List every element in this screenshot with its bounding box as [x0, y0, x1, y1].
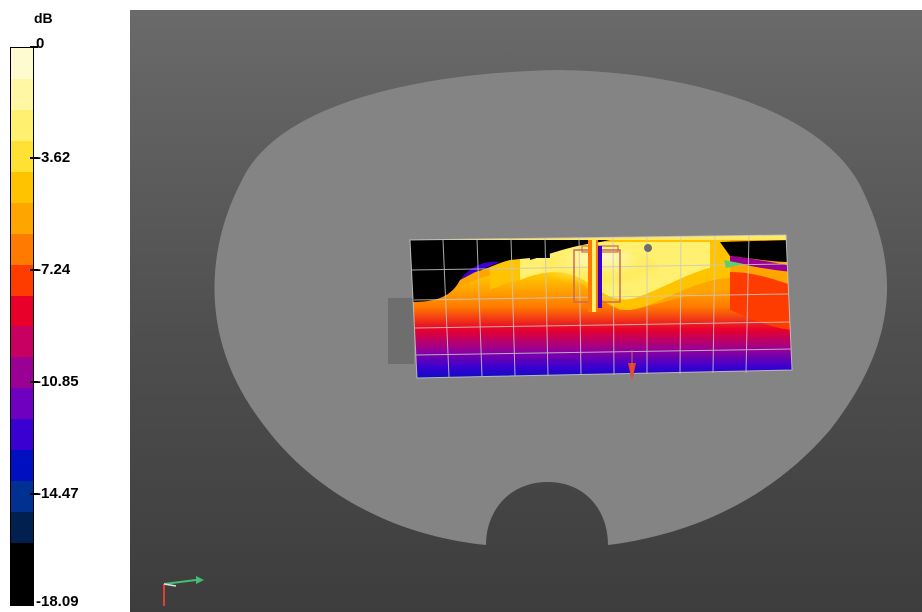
legend-swatch [11, 419, 33, 451]
receiver-marker-icon[interactable] [628, 350, 636, 382]
legend-unit-label: dB [34, 10, 53, 26]
legend-tick-label: 0 [36, 35, 45, 52]
camera-target-marker [644, 244, 652, 252]
legend-tick-label: -18.09 [36, 593, 79, 610]
sound-level-map [410, 235, 792, 378]
legend-swatch [11, 295, 33, 327]
sound-source-icon[interactable] [573, 240, 621, 312]
legend-tick-label: -3.62 [36, 149, 71, 166]
legend-swatch [11, 78, 33, 110]
legend-swatch [11, 48, 33, 79]
legend-swatch [11, 264, 33, 296]
legend-swatch [11, 326, 33, 358]
legend-swatch [11, 140, 33, 172]
scene-canvas[interactable] [130, 10, 922, 612]
legend-swatch [11, 357, 33, 389]
legend-swatch [11, 543, 33, 574]
legend-color-bar [10, 47, 34, 606]
legend-swatch [11, 573, 33, 605]
direction-arrow-icon [724, 260, 744, 268]
legend-tick-label: -7.24 [36, 261, 71, 278]
legend-swatch [11, 233, 33, 265]
legend-swatch [11, 388, 33, 420]
legend-swatch [11, 109, 33, 141]
legend-tick-mark [30, 269, 38, 271]
legend-tick-mark [30, 493, 38, 495]
3d-viewport[interactable] [130, 10, 922, 612]
legend-swatch [11, 512, 33, 543]
legend-tick-mark [30, 381, 38, 383]
legend-tick-label: -10.85 [36, 373, 79, 390]
axis-triad-icon [163, 576, 204, 606]
legend-tick-mark [30, 157, 38, 159]
legend-swatch [11, 450, 33, 482]
legend-swatch [11, 171, 33, 203]
legend-tick-label: -14.47 [36, 485, 79, 502]
color-scale-legend: dB 0 -3.62 -7.24 -10.85 -14.47 -18.09 [0, 0, 128, 612]
legend-tick-mark [30, 46, 38, 48]
legend-swatch [11, 481, 33, 513]
legend-swatch [11, 202, 33, 234]
room-alcove [388, 298, 414, 364]
